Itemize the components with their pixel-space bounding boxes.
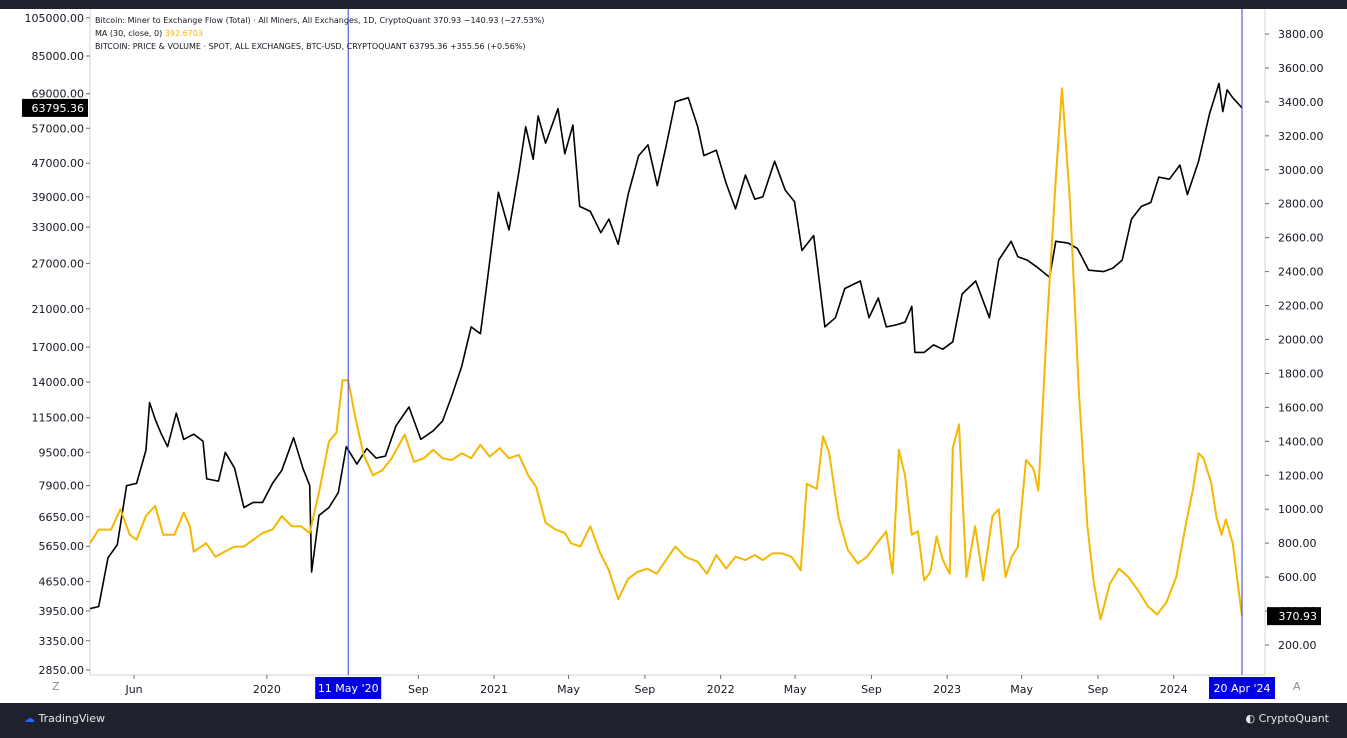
tradingview-logo[interactable]: ☁ TradingView [24,712,105,725]
right-axis-tick-label: 1600.00 [1278,401,1324,414]
left-axis-tick-label: 33000.00 [32,221,85,234]
x-axis-tick-label: 2020 [253,683,281,696]
left-axis-tick-label: 5650.00 [39,540,85,553]
x-axis-tick-label: Sep [635,683,656,696]
cryptoquant-brand-text: CryptoQuant [1258,712,1329,725]
right-axis-tick-label: 3800.00 [1278,28,1324,41]
right-axis-tick-label: 800.00 [1278,537,1317,550]
right-axis-tick-label: 3400.00 [1278,96,1324,109]
left-axis-tick-label: 17000.00 [32,341,85,354]
legend-ma-name: MA (30, close, 0) [95,29,163,38]
left-axis-tick-label: 105000.00 [25,12,85,25]
legend-price[interactable]: BITCOIN: PRICE & VOLUME · SPOT, ALL EXCH… [95,42,526,51]
left-axis-tick-label: 21000.00 [32,303,85,316]
x-axis-tick-label: Sep [1088,683,1109,696]
crosshair-date-badge [315,677,382,699]
x-axis-tick-label: 2021 [480,683,508,696]
right-axis-tick-label: 3000.00 [1278,164,1324,177]
legend-flow-name: Bitcoin: Miner to Exchange Flow (Total) … [95,16,431,25]
right-axis-tick-label: 2000.00 [1278,334,1324,347]
legend-flow[interactable]: Bitcoin: Miner to Exchange Flow (Total) … [95,16,544,25]
crosshair-layer: 11 May '20 20 Apr '24 [315,9,1275,699]
auto-scale-button[interactable]: A [1293,680,1301,693]
right-axis-tick-label: 3600.00 [1278,62,1324,75]
x-axis-tick-label: Sep [861,683,882,696]
x-axis-tick-label: May [784,683,807,696]
left-axis-tick-label: 7900.00 [39,480,85,493]
legend-flow-value: 370.93 −140.93 (−27.53%) [433,16,545,25]
axis-layer: 2850.00 3350.00 3950.00 4650.00 5650.00 6650.… [22,12,1324,696]
price-series-line [89,82,1243,610]
crosshair-date-badge [1209,677,1275,699]
price-current-badge [22,98,88,117]
series-layer [89,82,1243,621]
x-axis-tick-label: 2022 [707,683,735,696]
left-axis-tick-label: 27000.00 [32,257,85,270]
right-axis-tick-label: 1800.00 [1278,367,1324,380]
right-axis-tick-label: 1000.00 [1278,503,1324,516]
left-axis-tick-label: 3950.00 [39,605,85,618]
crosshair-date-label: 20 Apr '24 [1213,682,1270,695]
left-axis-tick-label: 85000.00 [32,50,85,63]
legend-ma-value: 392.6703 [164,29,203,38]
flow-current-label: 370.93 [1279,610,1318,623]
legend-ma[interactable]: MA (30, close, 0) 392.6703 [95,29,203,38]
cryptoquant-icon: ◐ [1245,712,1256,725]
crosshair-date-label: 11 May '20 [318,682,379,695]
right-axis-tick-label: 1200.00 [1278,469,1324,482]
right-axis-tick-label: 2800.00 [1278,198,1324,211]
left-axis-tick-label: 3350.00 [39,635,85,648]
cryptoquant-logo: ◐ CryptoQuant [1245,712,1329,725]
price-current-label: 63795.36 [32,102,85,115]
right-axis-tick-label: 2400.00 [1278,266,1324,279]
x-axis-tick-label: Sep [408,683,429,696]
zoom-button[interactable]: Z [52,680,60,693]
flow-current-badge [1267,607,1321,626]
left-axis-tick-label: 39000.00 [32,191,85,204]
left-axis-tick-label: 6650.00 [39,511,85,524]
flow-series-line [89,87,1243,621]
right-axis-tick-label: 2200.00 [1278,300,1324,313]
x-axis-tick-label: Jun [124,683,142,696]
left-axis-tick-label: 11500.00 [32,412,85,425]
right-axis-tick-label: 200.00 [1278,639,1317,652]
right-axis-tick-label: 600.00 [1278,571,1317,584]
right-axis-tick-label: 1400.00 [1278,435,1324,448]
bottom-bar [0,703,1347,738]
right-axis-tick-label: 3200.00 [1278,130,1324,143]
left-axis-tick-label: 2850.00 [39,664,85,677]
right-axis-tick-label: 2600.00 [1278,232,1324,245]
legend-price-name: BITCOIN: PRICE & VOLUME · SPOT, ALL EXCH… [95,42,407,51]
left-axis-tick-label: 47000.00 [32,157,85,170]
grid-layer [89,9,1266,676]
x-axis-tick-label: May [1010,683,1033,696]
tradingview-brand-text: TradingView [38,712,105,725]
left-axis-tick-label: 14000.00 [32,376,85,389]
left-axis-tick-label: 69000.00 [32,88,85,101]
left-axis-tick-label: 57000.00 [32,122,85,135]
x-axis-tick-label: May [557,683,580,696]
tradingview-cloud-icon: ☁ [24,712,35,725]
left-axis-tick-label: 9500.00 [39,446,85,459]
x-axis-tick-label: 2024 [1160,683,1188,696]
legend-price-value: 63795.36 +355.56 (+0.56%) [409,42,526,51]
left-axis-tick-label: 4650.00 [39,575,85,588]
x-axis-tick-label: 2023 [933,683,961,696]
top-bar [0,0,1347,9]
